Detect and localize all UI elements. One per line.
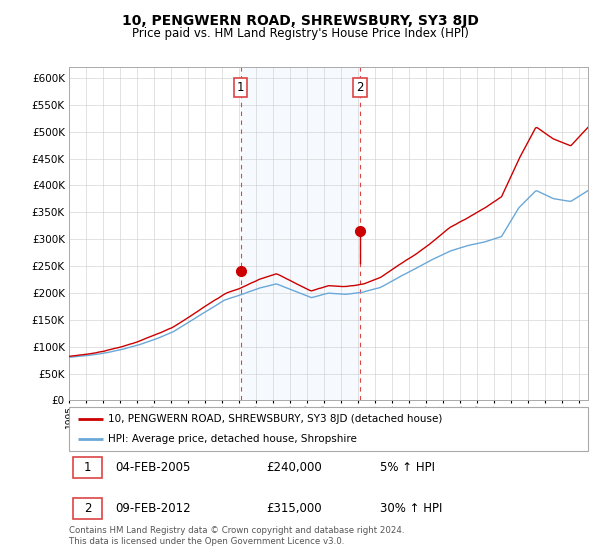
Bar bbox=[73, 498, 101, 519]
HPI: Average price, detached house, Shropshire: (2.01e+03, 1.95e+05): Average price, detached house, Shropshir… bbox=[316, 292, 323, 298]
Text: 2: 2 bbox=[356, 81, 364, 94]
Text: 10, PENGWERN ROAD, SHREWSBURY, SY3 8JD (detached house): 10, PENGWERN ROAD, SHREWSBURY, SY3 8JD (… bbox=[108, 414, 442, 424]
Text: Contains HM Land Registry data © Crown copyright and database right 2024.
This d: Contains HM Land Registry data © Crown c… bbox=[69, 526, 404, 546]
Text: 04-FEB-2005: 04-FEB-2005 bbox=[116, 461, 191, 474]
10, PENGWERN ROAD, SHREWSBURY, SY3 8JD (detached house) bbox=[569, 141, 576, 147]
10, PENGWERN ROAD, SHREWSBURY, SY3 8JD (detached house) bbox=[82, 351, 89, 358]
HPI: Average price, detached house, Shropshire: (2.03e+03, 3.9e+05): Average price, detached house, Shropshir… bbox=[584, 187, 592, 194]
10, PENGWERN ROAD, SHREWSBURY, SY3 8JD (detached house) bbox=[451, 222, 458, 228]
10, PENGWERN ROAD, SHREWSBURY, SY3 8JD (detached house) bbox=[65, 353, 73, 360]
Line: 10, PENGWERN ROAD, SHREWSBURY, SY3 8JD (detached house): 10, PENGWERN ROAD, SHREWSBURY, SY3 8JD (… bbox=[69, 127, 588, 356]
Text: 1: 1 bbox=[83, 461, 91, 474]
10, PENGWERN ROAD, SHREWSBURY, SY3 8JD (detached house) bbox=[316, 285, 323, 292]
10, PENGWERN ROAD, SHREWSBURY, SY3 8JD (detached house) bbox=[584, 124, 592, 130]
10, PENGWERN ROAD, SHREWSBURY, SY3 8JD (detached house) bbox=[420, 245, 427, 252]
Text: HPI: Average price, detached house, Shropshire: HPI: Average price, detached house, Shro… bbox=[108, 434, 357, 444]
Text: 1: 1 bbox=[237, 81, 244, 94]
HPI: Average price, detached house, Shropshire: (2.02e+03, 2.81e+05): Average price, detached house, Shropshir… bbox=[451, 246, 458, 253]
Text: 10, PENGWERN ROAD, SHREWSBURY, SY3 8JD: 10, PENGWERN ROAD, SHREWSBURY, SY3 8JD bbox=[122, 14, 478, 28]
Text: 5% ↑ HPI: 5% ↑ HPI bbox=[380, 461, 436, 474]
HPI: Average price, detached house, Shropshire: (2.02e+03, 3.72e+05): Average price, detached house, Shropshir… bbox=[569, 197, 576, 204]
Line: HPI: Average price, detached house, Shropshire: HPI: Average price, detached house, Shro… bbox=[69, 190, 588, 357]
HPI: Average price, detached house, Shropshire: (2e+03, 8.33e+04): Average price, detached house, Shropshir… bbox=[82, 352, 89, 359]
Text: £315,000: £315,000 bbox=[266, 502, 322, 515]
Text: 09-FEB-2012: 09-FEB-2012 bbox=[116, 502, 191, 515]
Text: Price paid vs. HM Land Registry's House Price Index (HPI): Price paid vs. HM Land Registry's House … bbox=[131, 27, 469, 40]
Bar bbox=[73, 457, 101, 478]
HPI: Average price, detached house, Shropshire: (2e+03, 8e+04): Average price, detached house, Shropshir… bbox=[65, 354, 73, 361]
Bar bbox=[241, 67, 360, 400]
Text: 2: 2 bbox=[83, 502, 91, 515]
HPI: Average price, detached house, Shropshire: (2.02e+03, 2.53e+05): Average price, detached house, Shropshir… bbox=[420, 261, 427, 268]
HPI: Average price, detached house, Shropshire: (2e+03, 8.52e+04): Average price, detached house, Shropshir… bbox=[91, 351, 98, 358]
Text: 30% ↑ HPI: 30% ↑ HPI bbox=[380, 502, 443, 515]
10, PENGWERN ROAD, SHREWSBURY, SY3 8JD (detached house) bbox=[91, 350, 98, 357]
Text: £240,000: £240,000 bbox=[266, 461, 322, 474]
